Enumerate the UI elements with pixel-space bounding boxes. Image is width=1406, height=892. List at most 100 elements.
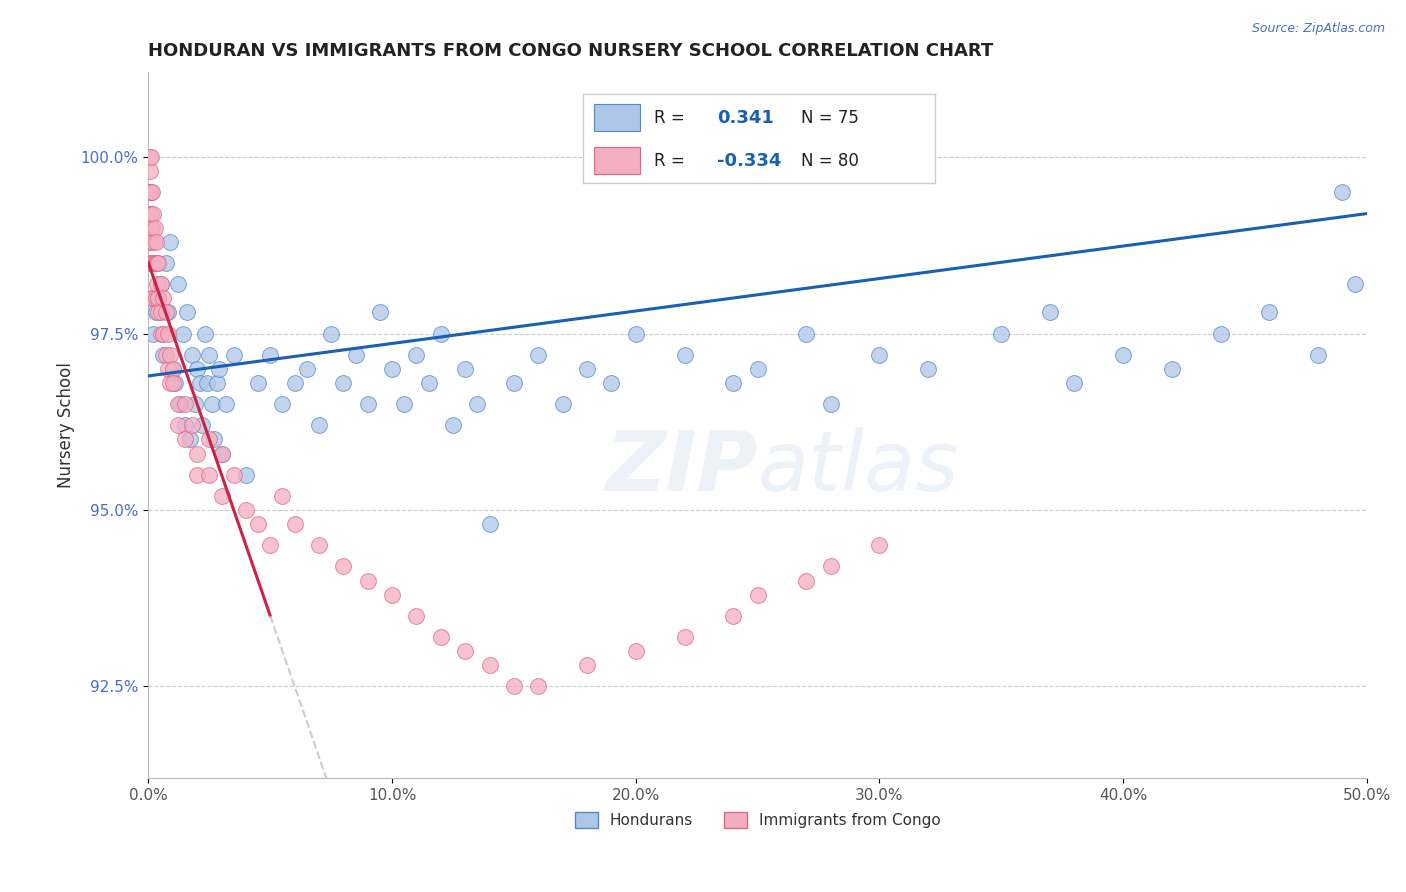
Point bbox=[155, 348, 177, 362]
Point bbox=[271, 489, 294, 503]
Point bbox=[181, 418, 204, 433]
Point bbox=[405, 348, 427, 362]
Point bbox=[869, 348, 891, 362]
Point bbox=[284, 517, 307, 532]
Point bbox=[141, 235, 163, 249]
Point bbox=[478, 517, 501, 532]
Point bbox=[148, 305, 170, 319]
Point bbox=[454, 362, 477, 376]
Point bbox=[141, 206, 163, 220]
Point bbox=[198, 348, 221, 362]
Point bbox=[156, 362, 179, 376]
Text: atlas: atlas bbox=[758, 427, 959, 508]
Point bbox=[148, 291, 170, 305]
Point bbox=[149, 326, 172, 341]
Point bbox=[478, 658, 501, 673]
Point bbox=[155, 256, 177, 270]
Point bbox=[990, 326, 1012, 341]
Point bbox=[259, 538, 281, 552]
Point bbox=[205, 376, 228, 390]
Text: Source: ZipAtlas.com: Source: ZipAtlas.com bbox=[1251, 22, 1385, 36]
Point bbox=[191, 418, 214, 433]
Point bbox=[145, 256, 167, 270]
Point bbox=[166, 277, 188, 292]
Text: HONDURAN VS IMMIGRANTS FROM CONGO NURSERY SCHOOL CORRELATION CHART: HONDURAN VS IMMIGRANTS FROM CONGO NURSER… bbox=[149, 42, 994, 60]
Point bbox=[139, 291, 162, 305]
Point bbox=[149, 277, 172, 292]
Point bbox=[198, 467, 221, 482]
Point bbox=[141, 256, 163, 270]
Point bbox=[159, 348, 181, 362]
Point bbox=[576, 362, 599, 376]
Point bbox=[198, 433, 221, 447]
Point bbox=[174, 433, 197, 447]
Point bbox=[418, 376, 440, 390]
Point bbox=[235, 503, 257, 517]
Point bbox=[467, 397, 489, 411]
Text: R =: R = bbox=[654, 109, 685, 127]
Point bbox=[454, 644, 477, 658]
Point bbox=[1209, 326, 1232, 341]
Point bbox=[1306, 348, 1329, 362]
Point bbox=[179, 433, 201, 447]
Point bbox=[139, 186, 162, 200]
Point bbox=[820, 559, 842, 574]
Point bbox=[176, 305, 198, 319]
Point bbox=[138, 206, 160, 220]
Point bbox=[332, 559, 354, 574]
Point bbox=[527, 348, 550, 362]
Point bbox=[162, 362, 184, 376]
Point bbox=[138, 150, 160, 164]
Point bbox=[1160, 362, 1182, 376]
Point bbox=[141, 220, 163, 235]
Point bbox=[1112, 348, 1135, 362]
Point bbox=[1063, 376, 1085, 390]
Point bbox=[142, 256, 165, 270]
Point bbox=[152, 326, 174, 341]
Point bbox=[321, 326, 343, 341]
Point bbox=[624, 644, 647, 658]
Point bbox=[152, 291, 174, 305]
Point bbox=[430, 326, 453, 341]
Point bbox=[202, 433, 225, 447]
Point bbox=[139, 256, 162, 270]
Point bbox=[284, 376, 307, 390]
Point bbox=[211, 446, 233, 460]
Point bbox=[159, 235, 181, 249]
Point bbox=[139, 220, 162, 235]
Point bbox=[624, 326, 647, 341]
Point bbox=[1258, 305, 1281, 319]
Point bbox=[149, 305, 172, 319]
Point bbox=[357, 574, 380, 588]
Point bbox=[138, 186, 160, 200]
Point bbox=[201, 397, 224, 411]
Point bbox=[796, 574, 818, 588]
Point bbox=[368, 305, 391, 319]
Point bbox=[181, 348, 204, 362]
Point bbox=[166, 418, 188, 433]
Point bbox=[138, 235, 160, 249]
Point bbox=[165, 376, 187, 390]
Point bbox=[211, 446, 233, 460]
Point bbox=[174, 418, 197, 433]
Point bbox=[142, 206, 165, 220]
Point bbox=[405, 608, 427, 623]
Point bbox=[747, 362, 769, 376]
Point bbox=[162, 362, 184, 376]
Point bbox=[166, 397, 188, 411]
Point bbox=[222, 467, 245, 482]
Point bbox=[723, 608, 745, 623]
Point bbox=[174, 397, 197, 411]
Point bbox=[145, 291, 167, 305]
Point bbox=[142, 291, 165, 305]
Point bbox=[195, 376, 218, 390]
Point bbox=[723, 376, 745, 390]
Point bbox=[600, 376, 623, 390]
Point bbox=[295, 362, 318, 376]
Point bbox=[139, 256, 162, 270]
Point bbox=[247, 376, 270, 390]
Legend: Hondurans, Immigrants from Congo: Hondurans, Immigrants from Congo bbox=[568, 805, 946, 834]
Point bbox=[156, 326, 179, 341]
Point bbox=[172, 326, 194, 341]
Point bbox=[1343, 277, 1365, 292]
